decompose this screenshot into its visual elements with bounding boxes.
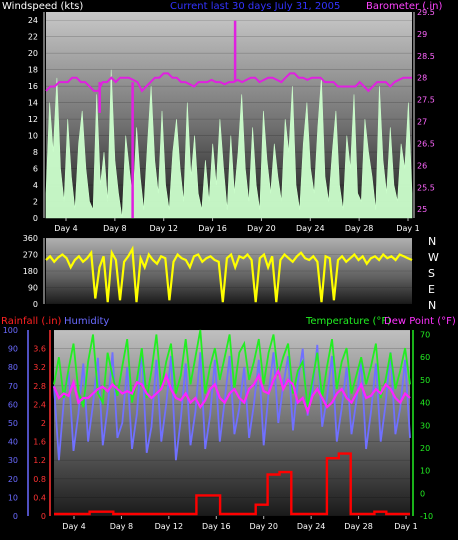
dewpoint-line [52, 367, 411, 416]
humidity-axis-tick-label: 40 [8, 438, 18, 447]
lower-x-axis-tick-label: Day 8 [110, 522, 133, 531]
direction-axis-tick-label: 90 [28, 284, 38, 293]
temperature-axis-tick-label: 50 [420, 376, 430, 385]
barometer-axis-tick-label: 26 [417, 161, 427, 170]
direction-line [45, 245, 413, 303]
windspeed-axis-tick-label: 18 [28, 66, 38, 75]
temperature-axis-tick-label: 30 [420, 421, 430, 430]
windspeed-title: Windspeed (kts) [2, 1, 83, 12]
temperature-axis-tick-label: 10 [420, 467, 430, 476]
humidity-axis-tick-label: 60 [8, 400, 18, 409]
lower-x-axis-tick-label: Day 12 [155, 522, 184, 531]
barometer-axis-tick-label: 25.5 [417, 183, 435, 192]
windspeed-axis-tick-label: 0 [33, 214, 38, 223]
rainfall-axis-tick-label: 0.8 [33, 475, 46, 484]
barometer-axis-tick-label: 27 [417, 118, 427, 127]
temperature-axis-tick-label: 60 [420, 353, 430, 362]
humidity-title: Humidity [64, 316, 109, 327]
humidity-axis-tick-label: 70 [8, 382, 18, 391]
rainfall-title: Rainfall (.in) [1, 316, 62, 327]
temperature-axis-tick-label: -10 [420, 512, 433, 521]
rainfall-axis-tick-label: 0.4 [33, 493, 46, 502]
wind-x-axis-tick-label: Day 4 [54, 224, 77, 233]
temperature-axis-tick-label: 70 [420, 331, 430, 340]
direction-axis-tick-label: 180 [23, 267, 38, 276]
wind-x-axis-tick-label: Day 24 [296, 224, 325, 233]
lower-x-axis-tick-label: Day 16 [202, 522, 231, 531]
barometer-axis-tick-label: 27.5 [417, 96, 435, 105]
humidity-axis-tick-label: 20 [8, 475, 18, 484]
windspeed-axis-tick-label: 12 [28, 115, 38, 124]
humidity-axis-tick-label: 30 [8, 456, 18, 465]
barometer-axis-tick-label: 29.5 [417, 8, 435, 17]
direction-axis-tick-label: 270 [23, 251, 38, 260]
temperature-axis-tick-label: 20 [420, 444, 430, 453]
rainfall-axis-tick-label: 1.6 [33, 438, 46, 447]
barometer-line [45, 72, 412, 93]
rainfall-axis-tick-label: 2 [41, 419, 46, 428]
compass-label-w: W [428, 251, 439, 264]
compass-label-s: S [428, 267, 435, 280]
wind-x-axis-tick-label: Day 28 [345, 224, 374, 233]
rainfall-axis-tick-label: 0 [41, 512, 46, 521]
period-title: Current last 30 days July 31, 2005 [170, 1, 340, 12]
humidity-axis-tick-label: 0 [13, 512, 18, 521]
barometer-axis-tick-label: 25 [417, 205, 427, 214]
compass-label-n-top: N [428, 235, 436, 248]
rainfall-axis-tick-label: 3.2 [33, 363, 46, 372]
humidity-axis-tick-label: 50 [8, 419, 18, 428]
dewpoint-title: Dew Point (°F) [384, 316, 456, 327]
temperature-title: Temperature (°F) [305, 316, 391, 327]
rainfall-axis-tick-label: 3.6 [33, 345, 46, 354]
humidity-axis-tick-label: 100 [3, 326, 18, 335]
windspeed-axis-tick-label: 10 [28, 132, 38, 141]
lower-x-axis-tick-label: Day 1 [394, 522, 417, 531]
wind-x-axis-tick-label: Day 20 [247, 224, 276, 233]
humidity-axis-tick-label: 90 [8, 345, 18, 354]
windspeed-axis-tick-label: 14 [28, 99, 38, 108]
windspeed-axis-tick-label: 20 [28, 49, 38, 58]
windspeed-axis-tick-label: 8 [33, 148, 38, 157]
compass-label-e: E [428, 283, 435, 296]
rainfall-axis-tick-label: 2.4 [33, 400, 46, 409]
direction-axis-tick-label: 0 [33, 300, 38, 309]
humidity-axis-tick-label: 10 [8, 493, 18, 502]
temperature-axis-tick-label: 0 [420, 489, 425, 498]
humidity-line [53, 344, 411, 461]
windspeed-area [45, 69, 413, 219]
windspeed-axis-tick-label: 4 [33, 181, 38, 190]
compass-label-n-bottom: N [428, 299, 436, 312]
lower-x-axis-tick-label: Day 20 [249, 522, 278, 531]
windspeed-axis-tick-label: 16 [28, 82, 38, 91]
direction-axis-tick-label: 360 [23, 234, 38, 243]
windspeed-axis-tick-label: 24 [28, 16, 38, 25]
wind-x-axis-tick-label: Day 12 [149, 224, 178, 233]
barometer-axis-tick-label: 29 [417, 30, 427, 39]
windspeed-axis-tick-label: 22 [28, 33, 38, 42]
chart-marks: 0246810121416182022242525.52626.52727.52… [3, 8, 435, 531]
barometer-axis-tick-label: 26.5 [417, 139, 435, 148]
wind-x-axis-tick-label: Day 1 [396, 224, 419, 233]
windspeed-axis-tick-label: 2 [33, 198, 38, 207]
lower-x-axis-tick-label: Day 24 [297, 522, 326, 531]
rainfall-line [54, 452, 410, 516]
lower-x-axis-tick-label: Day 28 [344, 522, 373, 531]
barometer-axis-tick-label: 28 [417, 74, 427, 83]
temperature-line [53, 329, 411, 408]
lower-x-axis-tick-label: Day 4 [62, 522, 85, 531]
wind-x-axis-tick-label: Day 8 [103, 224, 126, 233]
barometer-title: Barometer (.in) [366, 1, 442, 12]
rainfall-axis-tick-label: 2.8 [33, 382, 46, 391]
humidity-axis-tick-label: 80 [8, 363, 18, 372]
windspeed-axis-tick-label: 6 [33, 165, 38, 174]
temperature-axis-tick-label: 40 [420, 399, 430, 408]
barometer-axis-tick-label: 28.5 [417, 52, 435, 61]
rainfall-axis-tick-label: 1.2 [33, 456, 46, 465]
wind-x-axis-tick-label: Day 16 [198, 224, 227, 233]
